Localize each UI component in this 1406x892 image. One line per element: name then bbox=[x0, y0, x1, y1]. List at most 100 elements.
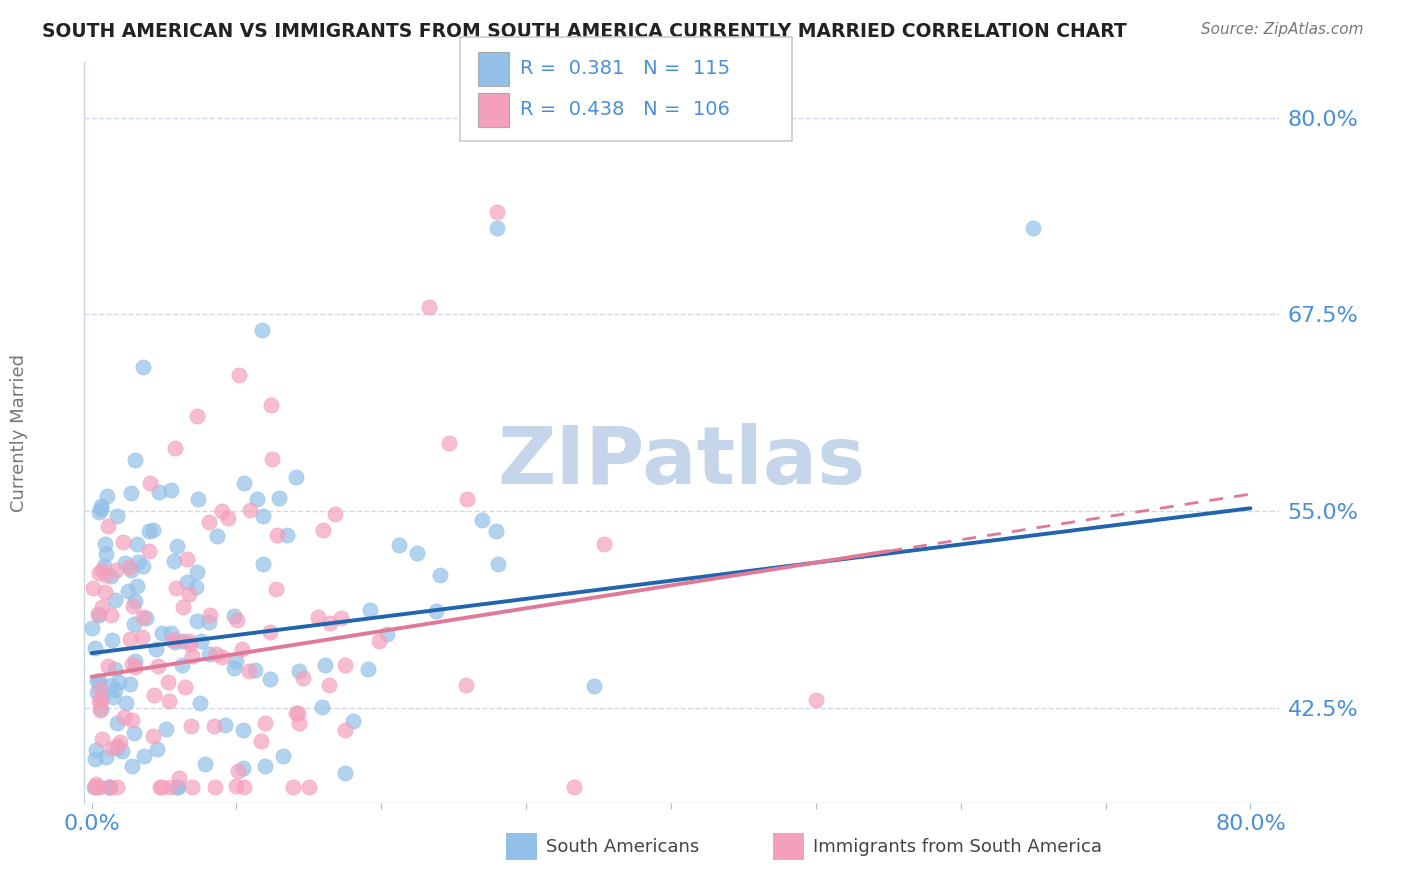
Point bbox=[105, 563, 128, 577]
Point bbox=[562, 780, 585, 794]
Point bbox=[181, 649, 204, 664]
Point bbox=[121, 759, 143, 773]
Point bbox=[165, 581, 187, 595]
Point bbox=[108, 674, 131, 689]
Point bbox=[226, 613, 249, 627]
Point bbox=[198, 647, 221, 661]
Text: SOUTH AMERICAN VS IMMIGRANTS FROM SOUTH AMERICA CURRENTLY MARRIED CORRELATION CH: SOUTH AMERICAN VS IMMIGRANTS FROM SOUTH … bbox=[42, 22, 1128, 41]
Point bbox=[89, 566, 111, 580]
Point bbox=[124, 654, 146, 668]
Point bbox=[111, 535, 134, 549]
Point bbox=[118, 560, 141, 574]
Point bbox=[150, 780, 173, 794]
Point bbox=[120, 632, 142, 646]
Point bbox=[93, 585, 115, 599]
Text: South Americans: South Americans bbox=[546, 838, 699, 855]
Point bbox=[259, 625, 281, 640]
Point bbox=[115, 696, 138, 710]
Point bbox=[90, 600, 112, 615]
Point bbox=[188, 696, 211, 710]
Point bbox=[148, 485, 170, 500]
Point bbox=[207, 528, 229, 542]
Point bbox=[252, 509, 274, 524]
Point bbox=[225, 779, 247, 793]
Point bbox=[159, 780, 181, 794]
Point bbox=[276, 528, 298, 542]
Point bbox=[87, 673, 110, 688]
Point bbox=[187, 492, 209, 507]
Point bbox=[231, 641, 253, 656]
Point bbox=[224, 660, 246, 674]
Point bbox=[142, 523, 165, 537]
Point bbox=[166, 632, 188, 647]
Point bbox=[96, 548, 118, 562]
Point bbox=[281, 780, 304, 794]
Point bbox=[405, 546, 427, 560]
Point bbox=[222, 609, 245, 624]
Point bbox=[148, 658, 170, 673]
Point bbox=[166, 780, 188, 794]
Point bbox=[132, 558, 155, 573]
Point bbox=[582, 679, 605, 693]
Point bbox=[335, 658, 357, 673]
Point bbox=[121, 657, 143, 671]
Point bbox=[288, 716, 311, 731]
Point bbox=[804, 693, 827, 707]
Point bbox=[225, 655, 247, 669]
Point bbox=[165, 441, 187, 455]
Point bbox=[314, 657, 336, 672]
Point bbox=[166, 539, 188, 553]
Point bbox=[100, 607, 122, 622]
Point bbox=[90, 701, 112, 715]
Point bbox=[260, 398, 283, 412]
Point bbox=[157, 694, 180, 708]
Point bbox=[82, 582, 104, 596]
Point bbox=[318, 677, 340, 691]
Point bbox=[287, 664, 309, 678]
Point bbox=[184, 581, 207, 595]
Point bbox=[252, 557, 274, 571]
Point bbox=[254, 716, 277, 731]
Text: Source: ZipAtlas.com: Source: ZipAtlas.com bbox=[1201, 22, 1364, 37]
Point bbox=[456, 492, 478, 507]
Point bbox=[190, 634, 212, 648]
Point bbox=[127, 537, 149, 551]
Point bbox=[138, 524, 160, 538]
Point bbox=[239, 502, 262, 516]
Point bbox=[110, 735, 132, 749]
Point bbox=[124, 660, 146, 674]
Point bbox=[186, 409, 208, 423]
Point bbox=[121, 486, 143, 500]
Point bbox=[179, 636, 201, 650]
Point bbox=[486, 205, 509, 219]
Point bbox=[253, 759, 276, 773]
Point bbox=[96, 567, 118, 582]
Point bbox=[264, 582, 287, 596]
Point bbox=[333, 765, 356, 780]
Point bbox=[86, 685, 108, 699]
Point bbox=[121, 713, 143, 727]
Point bbox=[84, 777, 107, 791]
Point bbox=[86, 607, 108, 621]
Point bbox=[285, 470, 308, 484]
Point bbox=[375, 627, 398, 641]
Point bbox=[104, 593, 127, 607]
Point bbox=[228, 368, 250, 383]
Point bbox=[131, 630, 153, 644]
Point bbox=[159, 626, 181, 640]
Point bbox=[232, 761, 254, 775]
Point bbox=[172, 599, 194, 614]
Point bbox=[1022, 220, 1045, 235]
Point bbox=[143, 688, 166, 702]
Point bbox=[172, 633, 194, 648]
Point bbox=[323, 507, 346, 521]
Point bbox=[194, 756, 217, 771]
Point bbox=[98, 780, 121, 794]
Point bbox=[200, 607, 222, 622]
Point bbox=[87, 780, 110, 794]
Point bbox=[454, 678, 477, 692]
Point bbox=[266, 527, 288, 541]
Point bbox=[118, 677, 141, 691]
Point bbox=[471, 513, 494, 527]
Point bbox=[269, 491, 291, 506]
